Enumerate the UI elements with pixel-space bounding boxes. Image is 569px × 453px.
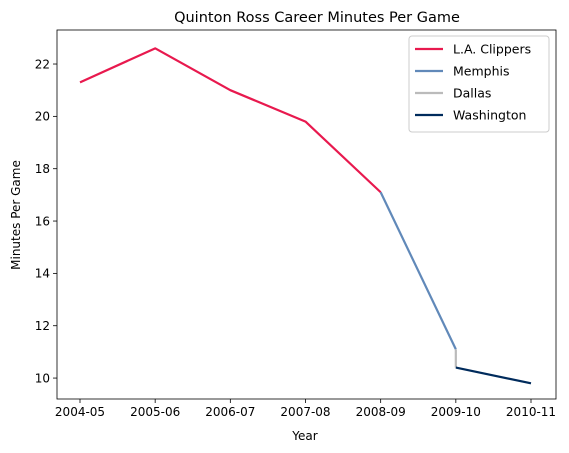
- series-line-0: [79, 47, 382, 194]
- y-tick-label-2: 14: [35, 267, 50, 281]
- plot-frame: [56, 29, 557, 400]
- x-axis: 2004-05 2005-06 2006-07 2007-08 2008-09 2009-…: [55, 399, 556, 419]
- chart-title: Quinton Ross Career Minutes Per Game: [174, 10, 460, 26]
- x-tick-label-5: 2009-10: [431, 405, 481, 419]
- y-axis-label: Minutes Per Game: [9, 160, 23, 270]
- legend-entry-2: Dallas: [453, 86, 491, 101]
- series-line-1: [379, 191, 457, 350]
- x-tick-label-0: 2004-05: [55, 405, 105, 419]
- y-tick-label-5: 20: [35, 110, 50, 124]
- y-tick-label-0: 10: [35, 371, 50, 385]
- legend-entry-3: Washington: [453, 108, 526, 123]
- y-tick-label-1: 12: [35, 319, 50, 333]
- plot-lines: [79, 47, 532, 385]
- y-tick-label-6: 22: [35, 57, 50, 71]
- legend-entry-1: Memphis: [453, 64, 510, 79]
- legend-box: [408, 35, 550, 133]
- x-axis-label: Year: [291, 429, 317, 443]
- y-tick-label-3: 16: [35, 214, 50, 228]
- y-tick-label-4: 18: [35, 162, 50, 176]
- x-tick-label-6: 2010-11: [506, 405, 556, 419]
- legend: L.A. Clippers Memphis Dallas Washington: [408, 35, 550, 133]
- y-axis: 10 12 14 16 18 20 22: [35, 57, 57, 385]
- series-line-3: [455, 366, 532, 385]
- x-tick-label-4: 2008-09: [356, 405, 406, 419]
- legend-entry-0: L.A. Clippers: [453, 42, 531, 57]
- x-tick-label-3: 2007-08: [280, 405, 330, 419]
- x-tick-label-1: 2005-06: [130, 405, 180, 419]
- x-tick-label-2: 2006-07: [205, 405, 255, 419]
